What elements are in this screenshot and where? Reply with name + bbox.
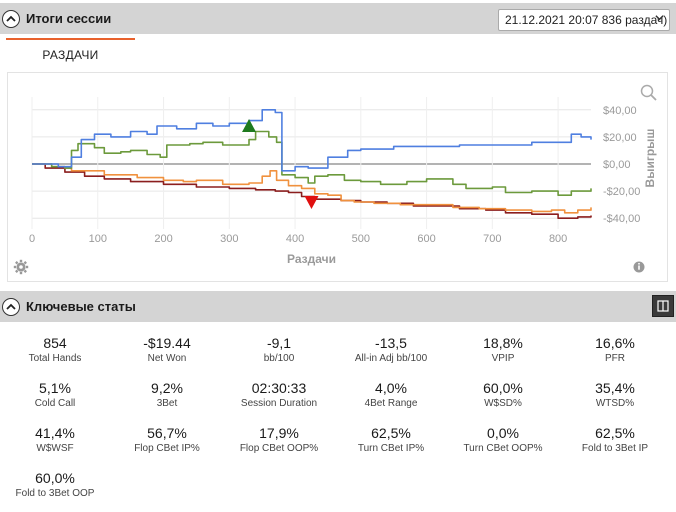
stat-item: 62,5% Turn CBet IP% <box>335 425 447 454</box>
layout-toggle-button[interactable] <box>652 295 674 317</box>
y-tick-label: $0,00 <box>603 159 631 171</box>
stat-value: 17,9% <box>259 425 299 441</box>
session-results-title: Итоги сессии <box>26 11 112 26</box>
stat-item: 35,4% WTSD% <box>559 380 671 409</box>
stat-value: 60,0% <box>483 380 523 396</box>
stat-item: 16,6% PFR <box>559 335 671 364</box>
tab-bar: РАЗДАЧИ <box>0 38 676 70</box>
stat-item: 0,0% Turn CBet OOP% <box>447 425 559 454</box>
session-select[interactable]: 21.12.2021 20:07 836 раздач) <box>498 9 670 31</box>
chart-panel: $40,00 $20,00 $0,00 -$20,00 -$40,00 0 100 200 30… <box>7 72 668 282</box>
stat-item: 854 Total Hands <box>0 335 111 364</box>
y-axis-label: Выигрыш <box>643 129 657 188</box>
x-tick-label: 400 <box>286 233 304 245</box>
max-marker <box>242 119 257 133</box>
gear-icon[interactable] <box>13 259 29 275</box>
stat-item: -$19.44 Net Won <box>111 335 223 364</box>
session-results-header: Итоги сессии 21.12.2021 20:07 836 раздач… <box>0 3 676 34</box>
stat-label: All-in Adj bb/100 <box>354 353 428 364</box>
stat-item: 41,4% W$WSF <box>0 425 111 454</box>
stat-value: 5,1% <box>39 380 71 396</box>
stat-value: 4,0% <box>375 380 407 396</box>
stat-item: 62,5% Fold to 3Bet IP <box>559 425 671 454</box>
session-select-value: 21.12.2021 20:07 836 раздач) <box>505 13 668 27</box>
y-tick-label: $40,00 <box>603 105 637 117</box>
stat-label: Fold to 3Bet IP <box>581 443 649 454</box>
x-tick-label: 800 <box>549 233 567 245</box>
stat-label: bb/100 <box>263 353 295 364</box>
x-tick-label: 200 <box>154 233 172 245</box>
x-axis-label: Раздачи <box>287 252 336 266</box>
collapse-session-button[interactable] <box>2 9 20 28</box>
stat-label: VPIP <box>491 353 515 364</box>
stat-item: 60,0% W$SD% <box>447 380 559 409</box>
stat-item: 60,0% Fold to 3Bet OOP <box>0 470 111 499</box>
chevron-up-icon <box>6 15 16 22</box>
stat-item: 17,9% Flop CBet OOP% <box>223 425 335 454</box>
info-icon[interactable] <box>633 261 645 273</box>
stat-value: 854 <box>43 335 67 351</box>
stat-item: -13,5 All-in Adj bb/100 <box>335 335 447 364</box>
stat-label: Turn CBet IP% <box>357 443 425 454</box>
stat-value: 9,2% <box>151 380 183 396</box>
stat-value: 41,4% <box>35 425 75 441</box>
stat-label: 3Bet <box>156 398 178 409</box>
stat-label: Net Won <box>147 353 187 364</box>
stat-label: PFR <box>605 353 625 364</box>
stat-label: Fold to 3Bet OOP <box>15 488 95 499</box>
x-tick-label: 500 <box>352 233 370 245</box>
stat-item: 4,0% 4Bet Range <box>335 380 447 409</box>
stat-label: Cold Call <box>34 398 76 409</box>
stat-item: 5,1% Cold Call <box>0 380 111 409</box>
columns-icon <box>657 300 669 312</box>
collapse-stats-button[interactable] <box>2 297 20 316</box>
series-line <box>32 130 592 196</box>
key-stats-title: Ключевые статы <box>26 299 136 314</box>
chevron-down-icon <box>655 13 664 25</box>
stat-item: 18,8% VPIP <box>447 335 559 364</box>
stat-label: Flop CBet IP% <box>134 443 200 454</box>
stat-value: 18,8% <box>483 335 523 351</box>
x-tick-label: 300 <box>220 233 238 245</box>
x-tick-label: 100 <box>89 233 107 245</box>
y-tick-label: $20,00 <box>603 132 637 144</box>
stat-item: 9,2% 3Bet <box>111 380 223 409</box>
stat-value: 02:30:33 <box>251 380 307 396</box>
zoom-icon[interactable] <box>640 84 657 101</box>
winnings-chart: $40,00 $20,00 $0,00 -$20,00 -$40,00 0 100 200 30… <box>13 84 657 275</box>
stat-item: -9,1 bb/100 <box>223 335 335 364</box>
x-tick-label: 700 <box>483 233 501 245</box>
stat-value: -$19.44 <box>143 335 191 351</box>
stat-label: W$WSF <box>36 443 74 454</box>
stat-label: 4Bet Range <box>364 398 418 409</box>
stat-value: 16,6% <box>595 335 635 351</box>
stat-value: 62,5% <box>595 425 635 441</box>
stat-label: Flop CBet OOP% <box>239 443 319 454</box>
stat-item: 02:30:33 Session Duration <box>223 380 335 409</box>
stat-value: 0,0% <box>487 425 519 441</box>
stat-item: 56,7% Flop CBet IP% <box>111 425 223 454</box>
stat-value: 62,5% <box>371 425 411 441</box>
min-marker <box>304 195 319 209</box>
stat-value: 60,0% <box>35 470 75 486</box>
series-line <box>32 163 592 214</box>
stat-label: Turn CBet OOP% <box>463 443 543 454</box>
x-tick-label: 0 <box>29 233 35 245</box>
series-line <box>32 109 592 172</box>
stat-label: Total Hands <box>28 353 82 364</box>
stat-value: -9,1 <box>266 335 292 351</box>
y-tick-label: -$40,00 <box>603 213 640 225</box>
key-stats-header: Ключевые статы <box>0 291 676 322</box>
stat-value: -13,5 <box>375 335 407 351</box>
stat-label: Session Duration <box>240 398 318 409</box>
stat-value: 56,7% <box>147 425 187 441</box>
x-tick-label: 600 <box>417 233 435 245</box>
stat-label: W$SD% <box>484 398 522 409</box>
y-tick-label: -$20,00 <box>603 186 640 198</box>
stat-value: 35,4% <box>595 380 635 396</box>
chevron-up-icon <box>6 303 16 310</box>
stat-label: WTSD% <box>595 398 635 409</box>
tab-hands[interactable]: РАЗДАЧИ <box>6 38 135 70</box>
